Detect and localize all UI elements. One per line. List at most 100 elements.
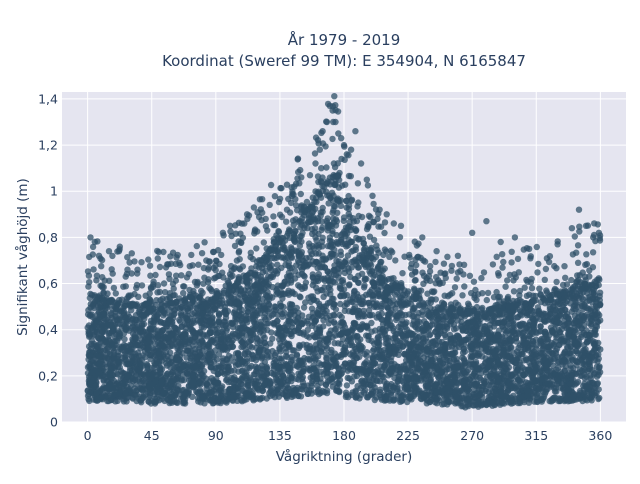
scatter-point: [181, 283, 187, 289]
scatter-point: [253, 364, 259, 370]
scatter-point: [307, 172, 313, 178]
scatter-point: [359, 214, 365, 220]
scatter-point: [313, 318, 319, 324]
scatter-point: [240, 263, 246, 269]
scatter-point: [270, 213, 276, 219]
chart-title-line-2: Koordinat (Sweref 99 TM): E 354904, N 61…: [162, 52, 526, 70]
scatter-point: [285, 196, 291, 202]
scatter-point: [449, 350, 455, 356]
scatter-point: [195, 262, 201, 268]
scatter-point: [147, 273, 153, 279]
scatter-point: [522, 285, 528, 291]
scatter-point: [311, 261, 317, 267]
scatter-point: [112, 398, 118, 404]
scatter-point: [397, 234, 403, 240]
scatter-point: [432, 259, 438, 265]
scatter-point: [178, 272, 184, 278]
scatter-point: [322, 143, 328, 149]
scatter-point: [278, 185, 284, 191]
scatter-point: [370, 201, 376, 207]
scatter-point: [218, 252, 224, 258]
scatter-point: [299, 215, 305, 221]
scatter-point: [344, 382, 350, 388]
scatter-point: [575, 260, 581, 266]
scatter-point: [270, 222, 276, 228]
scatter-point: [201, 324, 207, 330]
scatter-point: [342, 324, 348, 330]
scatter-point: [467, 273, 473, 279]
scatter-point: [120, 284, 126, 290]
scatter-point: [421, 330, 427, 336]
scatter-point: [298, 191, 304, 197]
chart-title-line-1: År 1979 - 2019: [288, 30, 401, 49]
scatter-point: [306, 240, 312, 246]
scatter-point: [271, 360, 277, 366]
scatter-point: [485, 290, 491, 296]
scatter-point: [575, 242, 581, 248]
scatter-point: [331, 340, 337, 346]
scatter-point: [312, 234, 318, 240]
scatter-point: [452, 284, 458, 290]
scatter-point: [297, 167, 303, 173]
scatter-point: [454, 276, 460, 282]
scatter-point: [86, 353, 92, 359]
scatter-point: [401, 254, 407, 260]
scatter-point: [509, 249, 515, 255]
scatter-point: [215, 371, 221, 377]
scatter-point: [534, 269, 540, 275]
scatter-point: [590, 249, 596, 255]
scatter-point: [189, 262, 195, 268]
scatter-point: [186, 271, 192, 277]
scatter-point: [256, 214, 262, 220]
scatter-point: [292, 291, 298, 297]
scatter-point: [145, 256, 151, 262]
scatter-point: [87, 312, 93, 318]
scatter-point: [188, 252, 194, 258]
scatter-point: [291, 222, 297, 228]
scatter-point: [85, 364, 91, 370]
scatter-point: [327, 277, 333, 283]
scatter-point: [109, 266, 115, 272]
scatter-point: [459, 292, 465, 298]
scatter-point: [352, 303, 358, 309]
scatter-point: [300, 379, 306, 385]
scatter-point: [157, 289, 163, 295]
scatter-point: [171, 286, 177, 292]
scatter-point: [87, 291, 93, 297]
scatter-point: [346, 281, 352, 287]
scatter-point: [382, 277, 388, 283]
scatter-point: [546, 259, 552, 265]
scatter-point: [499, 251, 505, 257]
scatter-point: [481, 269, 487, 275]
scatter-point: [161, 280, 167, 286]
scatter-point: [484, 297, 490, 303]
scatter-point: [194, 279, 200, 285]
scatter-point: [219, 270, 225, 276]
scatter-point: [138, 399, 144, 405]
scatter-point: [370, 256, 376, 262]
scatter-point: [553, 279, 559, 285]
scatter-point: [353, 227, 359, 233]
scatter-point: [335, 380, 341, 386]
scatter-point: [448, 268, 454, 274]
scatter-point: [320, 235, 326, 241]
scatter-point: [499, 264, 505, 270]
scatter-point: [351, 334, 357, 340]
scatter-point: [386, 254, 392, 260]
scatter-point: [342, 182, 348, 188]
scatter-point: [338, 248, 344, 254]
scatter-point: [382, 219, 388, 225]
scatter-point: [320, 323, 326, 329]
scatter-point: [143, 293, 149, 299]
scatter-point: [412, 277, 418, 283]
scatter-point: [544, 289, 550, 295]
scatter-point: [138, 259, 144, 265]
scatter-point: [199, 250, 205, 256]
scatter-point: [502, 284, 508, 290]
scatter-point: [323, 164, 329, 170]
scatter-point: [329, 136, 335, 142]
scatter-point: [261, 239, 267, 245]
scatter-point: [128, 292, 134, 298]
